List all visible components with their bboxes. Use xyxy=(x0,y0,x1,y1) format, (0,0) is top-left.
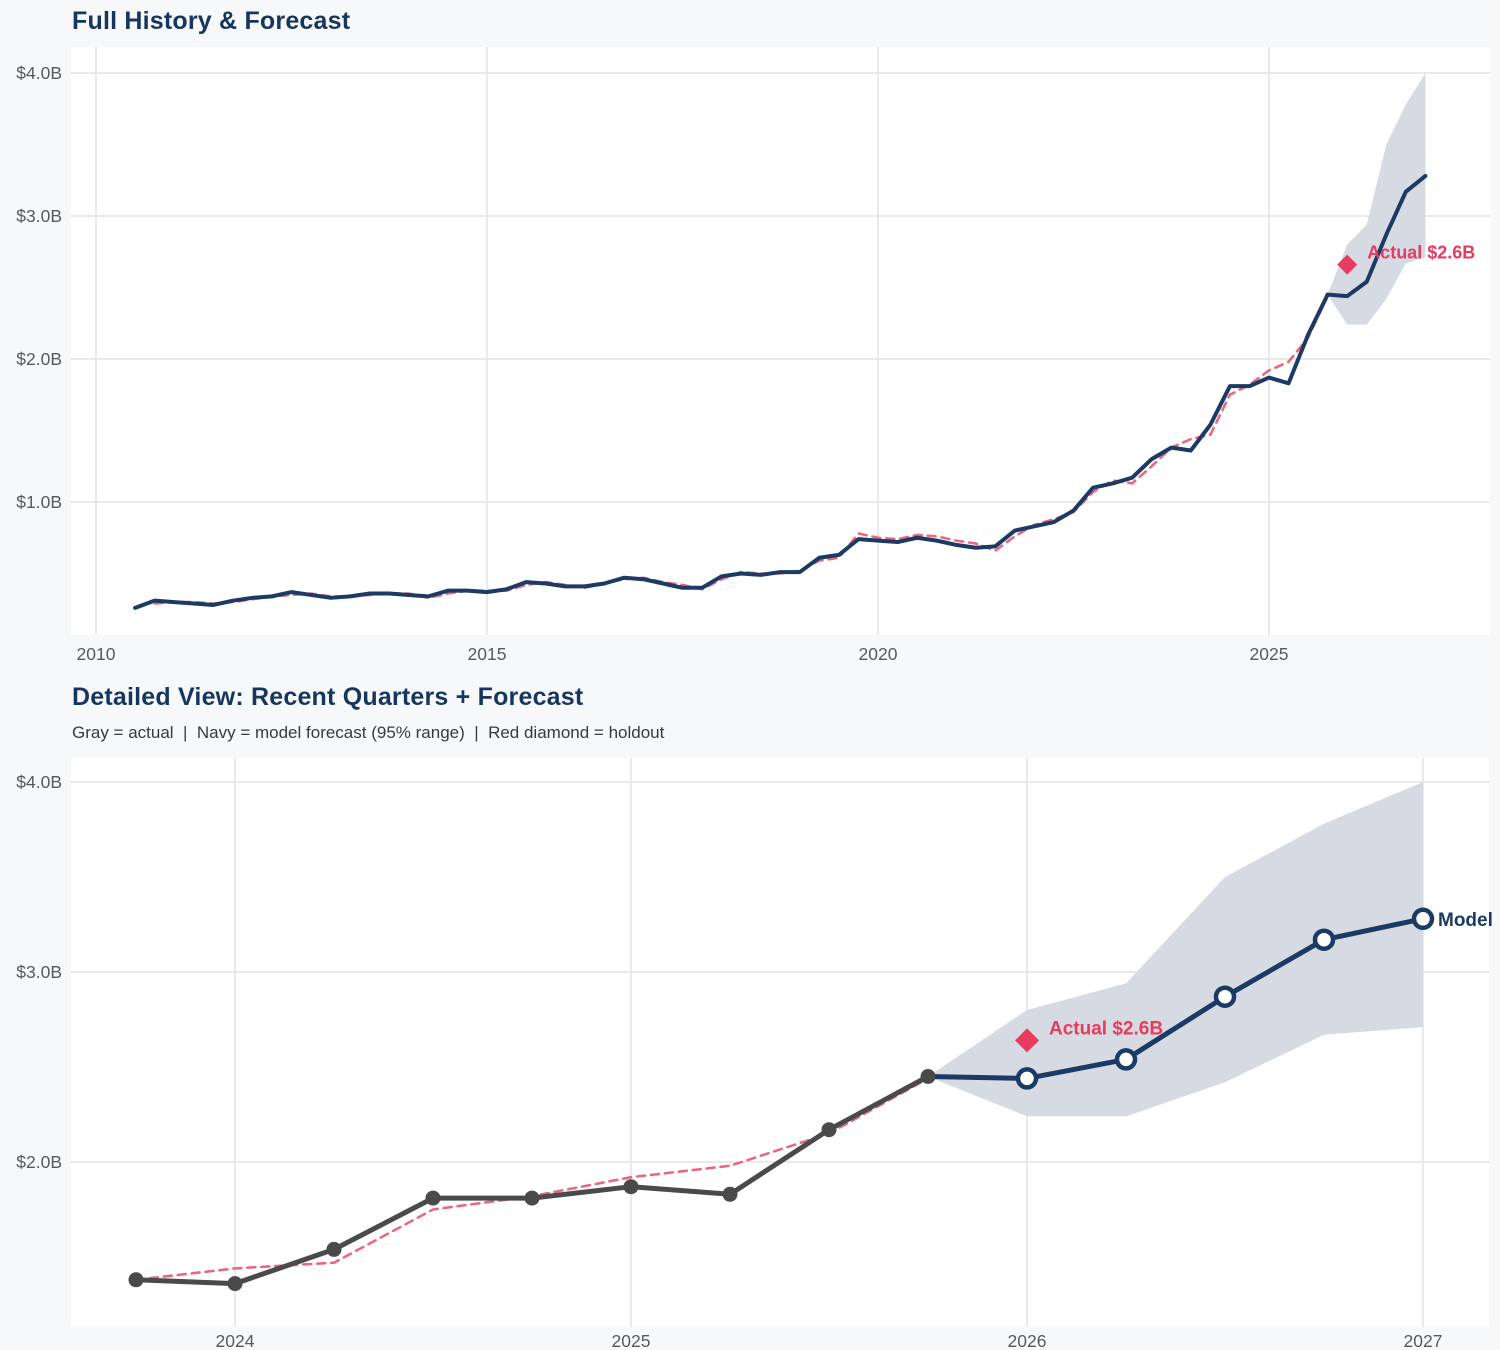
detailed-forecast-marker xyxy=(1411,907,1435,931)
full-history-ytick-label: $3.0B xyxy=(16,206,62,226)
detailed-xtick-label: 2026 xyxy=(1008,1331,1047,1350)
detailed-actual-marker xyxy=(425,1190,441,1206)
detailed-forecast-line xyxy=(925,916,1426,1081)
detailed-forecast-marker xyxy=(1114,1048,1138,1071)
detailed-forecast-95-range xyxy=(928,782,1423,1117)
detailed-forecast-marker xyxy=(1015,1067,1039,1090)
detailed-actual-marker xyxy=(326,1241,342,1257)
detailed-actual-marker xyxy=(524,1190,540,1206)
full-history-xtick-label: 2020 xyxy=(859,644,898,664)
detailed-ytick-label: $3.0B xyxy=(16,962,62,982)
full-history-holdout-label: Actual $2.6B xyxy=(1367,243,1475,263)
detailed-model-endpoint-label: Model xyxy=(1438,910,1493,931)
detailed-ytick-label: $4.0B xyxy=(16,772,62,792)
full-history-ytick-label: $4.0B xyxy=(16,63,62,83)
full-history-ytick-label: $1.0B xyxy=(16,492,62,512)
full-history-plot-area xyxy=(71,47,1490,635)
detailed-holdout-label: Actual $2.6B xyxy=(1049,1018,1163,1039)
full-history-holdout-diamond xyxy=(1337,254,1358,275)
detailed-forecast-marker xyxy=(1312,928,1336,951)
detailed-ytick-label: $2.0B xyxy=(16,1152,62,1172)
detailed-forecast-marker xyxy=(1213,985,1237,1008)
full-history-xtick-label: 2025 xyxy=(1250,644,1289,664)
bottom-chart-title: Detailed View: Recent Quarters + Forecas… xyxy=(72,683,584,711)
detailed-actual-marker xyxy=(623,1179,639,1195)
top-chart-title: Full History & Forecast xyxy=(72,7,351,35)
detailed-actual-marker xyxy=(920,1069,936,1084)
full-history-forecast-line xyxy=(1325,173,1428,299)
detailed-xtick-label: 2027 xyxy=(1404,1331,1443,1350)
detailed-holdout-diamond xyxy=(1015,1028,1039,1053)
detailed-actual-marker xyxy=(722,1186,738,1202)
detailed-actual-marker xyxy=(128,1272,144,1288)
full-history-ytick-label: $2.0B xyxy=(16,349,62,369)
bottom-chart-legend-subtitle: Gray = actual | Navy = model forecast (9… xyxy=(72,723,665,742)
detailed-actual-marker xyxy=(227,1276,243,1292)
full-history-xtick-label: 2015 xyxy=(468,644,507,664)
full-history-xtick-label: 2010 xyxy=(77,644,116,664)
detailed-xtick-label: 2025 xyxy=(612,1331,651,1350)
detailed-xtick-label: 2024 xyxy=(216,1331,255,1350)
detailed-actual-marker xyxy=(821,1122,837,1138)
full-history-actual-line xyxy=(133,292,1330,610)
